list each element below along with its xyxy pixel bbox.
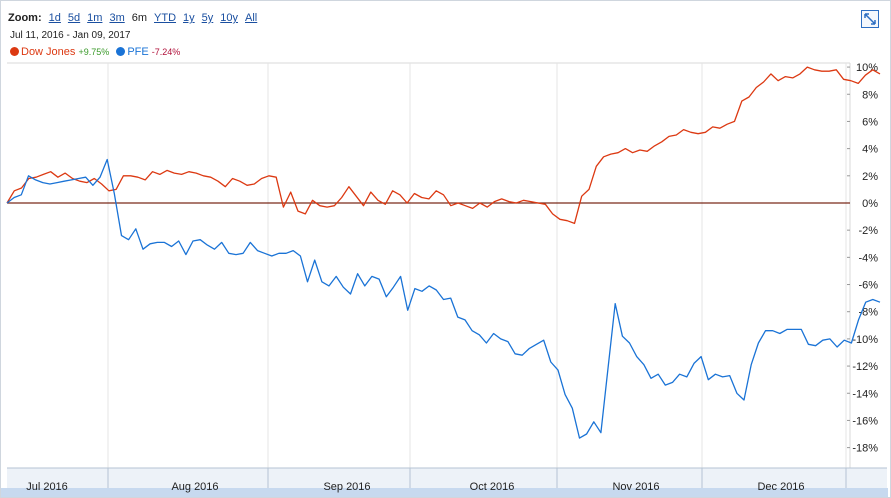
series-line-dow-jones <box>6 66 881 225</box>
legend-name-pfe: PFE <box>127 46 149 58</box>
ytick-label-2: 6% <box>862 116 878 128</box>
x-axis-band <box>7 468 887 488</box>
ytick-label-14: -18% <box>852 443 878 455</box>
zoom-label: Zoom: <box>8 12 42 24</box>
ytick-label-13: -16% <box>852 415 878 427</box>
zoom-options: 1d 5d 1m 3m 6m YTD 1y 5y 10y All <box>49 12 265 24</box>
ytick-label-5: 0% <box>862 198 878 210</box>
zoom-option-10y[interactable]: 10y <box>220 12 239 24</box>
xtick-label-1: Aug 2016 <box>171 481 218 493</box>
legend-item-dow-jones[interactable]: Dow Jones +9.75% <box>10 46 109 58</box>
legend-item-pfe[interactable]: PFE -7.24% <box>116 46 180 58</box>
scroll-track[interactable] <box>1 488 888 497</box>
ytick-label-12: -14% <box>852 388 878 400</box>
ytick-label-7: -4% <box>858 252 878 264</box>
ytick-label-1: 8% <box>862 89 878 101</box>
zoom-option-all[interactable]: All <box>245 12 258 24</box>
zoom-option-5y[interactable]: 5y <box>201 12 214 24</box>
ytick-label-3: 4% <box>862 144 878 156</box>
xtick-label-5: Dec 2016 <box>757 481 804 493</box>
legend-name-dow-jones: Dow Jones <box>21 46 76 58</box>
ytick-label-0: 10% <box>856 62 878 74</box>
zoom-option-3m[interactable]: 3m <box>109 12 125 24</box>
pfe-dot-icon <box>116 47 126 56</box>
ytick-label-11: -12% <box>852 361 878 373</box>
date-range: Jul 11, 2016 - Jan 09, 2017 <box>10 30 131 41</box>
xtick-label-2: Sep 2016 <box>323 481 370 493</box>
xtick-label-0: Jul 2016 <box>26 481 68 493</box>
series-line-pfe <box>6 158 881 439</box>
zoom-option-5d[interactable]: 5d <box>67 12 81 24</box>
zoom-option-6m[interactable]: 6m <box>131 12 148 24</box>
ytick-label-10: -10% <box>852 334 878 346</box>
ytick-label-8: -6% <box>858 280 878 292</box>
zoom-option-1d[interactable]: 1d <box>48 12 61 24</box>
expand-icon <box>864 13 876 25</box>
zoom-option-1m[interactable]: 1m <box>87 12 103 24</box>
zoom-option-1y[interactable]: 1y <box>183 12 195 24</box>
ytick-label-9: -8% <box>858 307 878 319</box>
xtick-label-3: Oct 2016 <box>470 481 515 493</box>
xtick-label-4: Nov 2016 <box>612 481 659 493</box>
expand-button[interactable] <box>861 10 879 28</box>
legend: Dow Jones +9.75% PFE -7.24% <box>10 46 184 58</box>
legend-change-pfe: -7.24% <box>151 47 181 57</box>
ytick-label-6: -2% <box>858 225 878 237</box>
dow-jones-dot-icon <box>10 47 19 56</box>
zoom-option-ytd[interactable]: YTD <box>154 12 177 24</box>
legend-change-dow-jones: +9.75% <box>78 47 110 57</box>
ytick-label-4: 2% <box>862 171 878 183</box>
zoom-bar: Zoom: 1d 5d 1m 3m 6m YTD 1y 5y 10y All <box>8 12 264 24</box>
